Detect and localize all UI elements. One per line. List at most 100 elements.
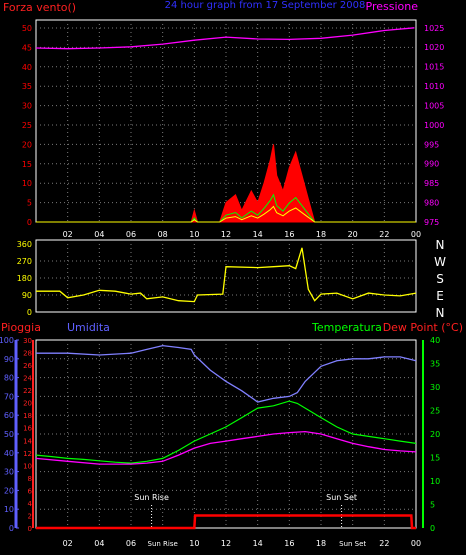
wind-tick-label: 0 bbox=[27, 218, 32, 227]
dewpoint-axis-title: Dew Point (°C) bbox=[383, 321, 463, 334]
temperature-tick-label: 35 bbox=[430, 360, 440, 369]
humidity-line bbox=[36, 344, 417, 403]
rain-tick-label: 26 bbox=[23, 362, 32, 370]
rain-tick-label: 16 bbox=[23, 425, 32, 433]
data-series bbox=[35, 27, 417, 530]
rain-tick-label: 22 bbox=[23, 387, 32, 395]
rain-line bbox=[36, 514, 416, 530]
temperature-tick-label: 20 bbox=[430, 430, 440, 439]
rain-tick-label: 18 bbox=[23, 412, 32, 420]
x-tick-label: 02 bbox=[63, 230, 73, 239]
temperature-tick-label: 40 bbox=[430, 336, 440, 345]
pressure-tick-label: 1005 bbox=[424, 101, 444, 110]
pressure-tick-label: 1025 bbox=[424, 24, 444, 33]
rain-tick-label: 8 bbox=[28, 475, 32, 483]
wind-tick-label: 15 bbox=[22, 160, 32, 169]
wind-tick-label: 20 bbox=[22, 140, 32, 149]
pressure-line bbox=[35, 27, 415, 50]
wind-tick-label: 30 bbox=[22, 102, 32, 111]
x-tick-label: 16 bbox=[284, 230, 294, 239]
humidity-axis-title: Umidita bbox=[67, 321, 110, 334]
direction-tick-label: 270 bbox=[17, 257, 32, 266]
x-tick-label-bottom: 16 bbox=[284, 539, 294, 548]
x-tick-label-bottom: 14 bbox=[253, 539, 263, 548]
pressure-axis-title: Pressione bbox=[366, 0, 419, 13]
x-tick-label: 12 bbox=[221, 230, 231, 239]
temperature-tick-label: 10 bbox=[430, 477, 440, 486]
compass-letter: E bbox=[436, 289, 444, 303]
rain-tick-label: 4 bbox=[28, 500, 33, 508]
wind-tick-label: 25 bbox=[22, 121, 32, 130]
pressure-tick-label: 990 bbox=[424, 160, 439, 169]
rain-tick-label: 6 bbox=[28, 487, 33, 495]
humidity-tick-label: 80 bbox=[4, 374, 14, 383]
compass-letter: S bbox=[436, 272, 444, 286]
rain-tick-label: 0 bbox=[28, 525, 32, 533]
rain-tick-label: 14 bbox=[23, 437, 32, 445]
temperature-tick-label: 30 bbox=[430, 383, 440, 392]
x-tick-label-bottom: 04 bbox=[94, 539, 104, 548]
x-tick-label-bottom: Sun Set bbox=[339, 540, 366, 548]
compass-letter: N bbox=[436, 306, 445, 320]
grid-lines bbox=[16, 20, 416, 529]
humidity-tick-label: 30 bbox=[4, 468, 14, 477]
rain-tick-label: 20 bbox=[23, 400, 32, 408]
pressure-tick-label: 1020 bbox=[424, 43, 444, 52]
x-tick-label-bottom: 12 bbox=[221, 539, 231, 548]
compass-letter: W bbox=[434, 255, 446, 269]
pressure-tick-label: 1015 bbox=[424, 63, 444, 72]
x-tick-label: 06 bbox=[126, 230, 136, 239]
x-tick-label: 08 bbox=[158, 230, 168, 239]
direction-tick-label: 180 bbox=[17, 274, 32, 283]
panel-frames bbox=[14, 19, 424, 529]
rain-tick-label: 10 bbox=[23, 462, 32, 470]
humidity-tick-label: 50 bbox=[4, 430, 14, 439]
wind-tick-label: 10 bbox=[22, 179, 32, 188]
chart-title: 24 hour graph from 17 September 2008 bbox=[165, 0, 366, 11]
rain-axis-title: Pioggia bbox=[1, 321, 41, 334]
humidity-tick-label: 20 bbox=[4, 486, 14, 495]
x-tick-label: 18 bbox=[316, 230, 326, 239]
wind-tick-label: 40 bbox=[22, 63, 32, 72]
temperature-tick-label: 0 bbox=[430, 524, 435, 533]
humidity-tick-label: 100 bbox=[0, 336, 14, 345]
x-tick-label: 22 bbox=[379, 230, 389, 239]
wind-tick-label: 45 bbox=[22, 43, 32, 52]
x-tick-label: 10 bbox=[189, 230, 199, 239]
sun-set-label: Sun Set bbox=[326, 493, 357, 502]
direction-tick-label: 90 bbox=[22, 291, 32, 300]
wind-direction-line bbox=[36, 247, 417, 303]
x-tick-label-bottom: Sun Rise bbox=[148, 540, 178, 548]
temperature-axis-title: Temperatura bbox=[311, 321, 382, 334]
pressure-tick-label: 995 bbox=[424, 140, 439, 149]
wind-tick-label: 35 bbox=[22, 82, 32, 91]
x-tick-label: 20 bbox=[348, 230, 358, 239]
wind-axis-title: Forza vento() bbox=[3, 1, 76, 14]
humidity-tick-label: 40 bbox=[4, 449, 14, 458]
wind-tick-label: 5 bbox=[27, 199, 32, 208]
dewpoint-line bbox=[35, 430, 417, 465]
rain-tick-label: 28 bbox=[23, 350, 32, 358]
humidity-tick-label: 0 bbox=[9, 524, 14, 533]
x-tick-label-bottom: 02 bbox=[63, 539, 73, 548]
compass-letter: N bbox=[436, 238, 445, 252]
pressure-tick-label: 1000 bbox=[424, 121, 444, 130]
pressure-tick-label: 1010 bbox=[424, 82, 444, 91]
humidity-tick-label: 60 bbox=[4, 411, 14, 420]
wind-mean-line bbox=[36, 205, 416, 223]
x-tick-label-bottom: 06 bbox=[126, 539, 136, 548]
rain-tick-label: 2 bbox=[28, 512, 32, 520]
x-tick-label-bottom: 10 bbox=[189, 539, 199, 548]
pressure-tick-label: 980 bbox=[424, 199, 439, 208]
temperature-tick-label: 25 bbox=[430, 407, 440, 416]
pressure-tick-label: 985 bbox=[424, 179, 439, 188]
humidity-tick-label: 70 bbox=[4, 392, 14, 401]
temperature-tick-label: 15 bbox=[430, 454, 440, 463]
x-tick-label: 04 bbox=[94, 230, 104, 239]
x-tick-label-bottom: 00 bbox=[411, 539, 421, 548]
x-tick-label-bottom: 22 bbox=[379, 539, 389, 548]
humidity-tick-label: 10 bbox=[4, 505, 14, 514]
humidity-tick-label: 90 bbox=[4, 355, 14, 364]
